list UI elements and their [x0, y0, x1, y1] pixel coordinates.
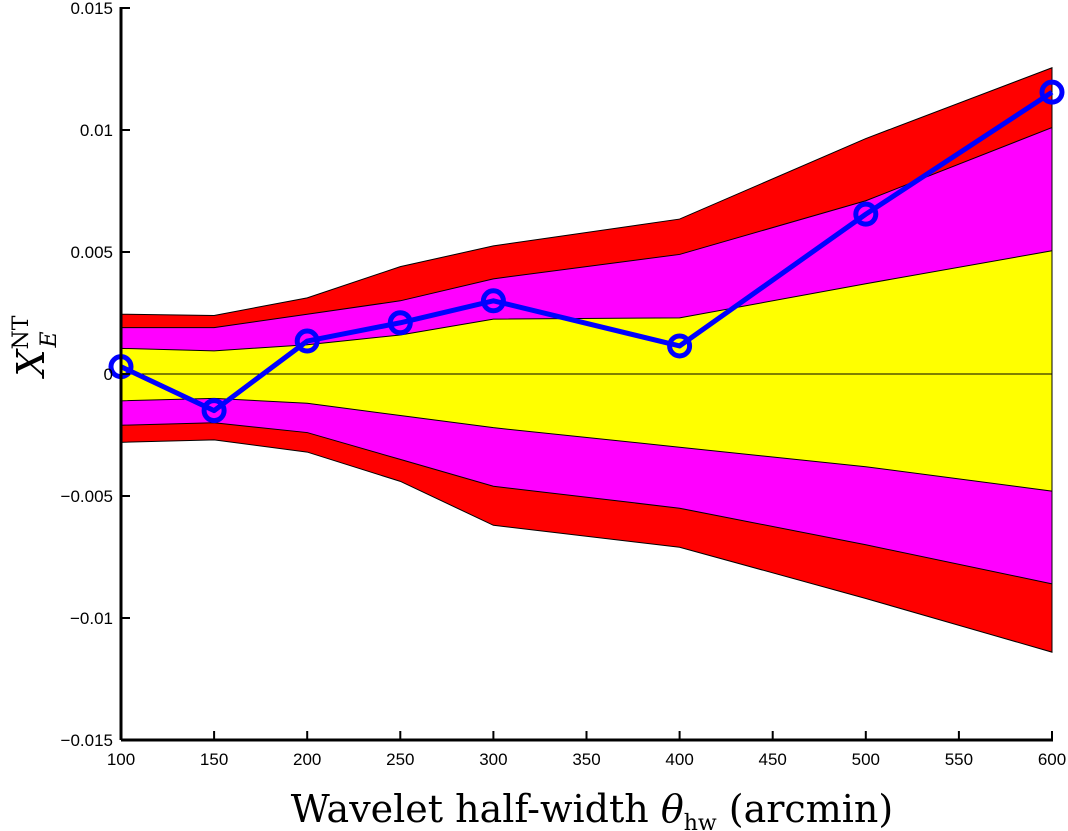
x-tick-label: 250 [386, 750, 414, 769]
series-point [480, 288, 506, 314]
y-tick-label: −0.01 [70, 609, 113, 628]
x-tick-label: 150 [200, 750, 228, 769]
x-axis-title-subscript: hw [684, 811, 717, 831]
data-series [108, 79, 1065, 424]
x-axis-title-main: Wavelet half-width [291, 787, 661, 831]
series-point [201, 398, 227, 424]
series-line [119, 90, 1054, 414]
y-tick-label: −0.005 [61, 487, 113, 506]
x-axis-title-tail: (arcmin) [717, 787, 894, 831]
series-point [853, 201, 879, 227]
x-tick-label: 550 [945, 750, 973, 769]
y-tick-label: 0 [104, 365, 113, 384]
y-axis-title-subscript: E [37, 331, 62, 348]
x-tick-label: 500 [852, 750, 880, 769]
x-tick-label: 400 [665, 750, 693, 769]
x-tick-label: 450 [759, 750, 787, 769]
confidence-bands [120, 67, 1053, 653]
series-point [667, 333, 693, 359]
ticks: 100 150 200 250 300 350 400 450 500 550 600 −0.015 −… [61, 0, 1067, 769]
x-tick-label: 600 [1038, 750, 1066, 769]
x-axis-title: Wavelet half-width θhw (arcmin) [291, 787, 893, 831]
y-axis-title-superscript: NT [9, 315, 34, 349]
y-tick-label: −0.015 [61, 731, 113, 750]
x-tick-label: 350 [572, 750, 600, 769]
series-point [294, 328, 320, 354]
series-point [387, 310, 413, 336]
y-tick-label: 0.005 [70, 243, 113, 262]
x-tick-label: 300 [479, 750, 507, 769]
x-tick-label: 100 [107, 750, 135, 769]
x-axis-title-symbol: θ [661, 787, 684, 831]
y-axis-title: XNT E [9, 315, 62, 379]
series-point [1039, 79, 1065, 105]
y-tick-label: 0.015 [70, 0, 113, 18]
x-tick-label: 200 [293, 750, 321, 769]
y-axis-title-main: X [9, 348, 53, 380]
y-tick-label: 0.01 [80, 121, 113, 140]
band-3 [120, 250, 1053, 492]
